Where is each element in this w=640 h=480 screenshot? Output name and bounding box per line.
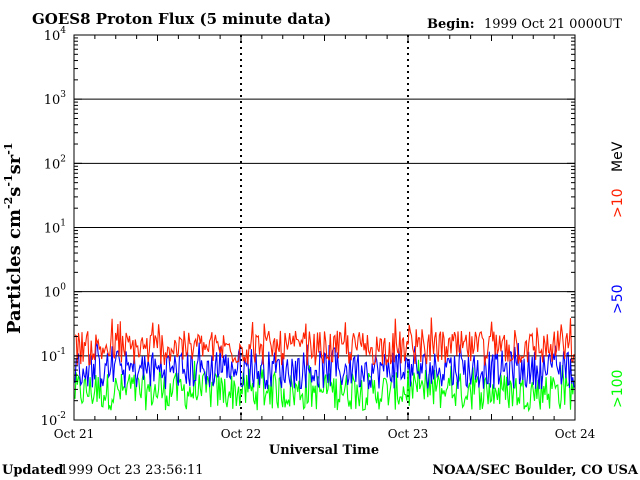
series-line xyxy=(74,317,575,366)
y-axis-ticks: 104 103 102 101 100 10-1 10-2 xyxy=(41,26,575,429)
chart-title: GOES8 Proton Flux (5 minute data) xyxy=(32,10,331,28)
y-tick-label: 10-2 xyxy=(41,411,66,429)
x-axis-ticks: Oct 21 Oct 22 Oct 23 Oct 24 xyxy=(54,35,596,441)
series-layer xyxy=(74,317,575,413)
y-axis-label-main: Particles cm xyxy=(4,209,25,334)
y-tick-label: 104 xyxy=(44,26,67,44)
y-tick-label: 103 xyxy=(44,90,67,108)
y-tick-label: 10-1 xyxy=(41,347,66,365)
legend-series-100: >100 xyxy=(610,370,626,408)
x-tick-label: Oct 23 xyxy=(388,427,428,441)
series-line xyxy=(74,341,575,390)
y-tick-label: 102 xyxy=(44,154,66,172)
y-axis-label-s: s xyxy=(4,187,25,197)
y-axis-label-sup3: -1 xyxy=(2,143,15,155)
grid-lines xyxy=(74,35,575,420)
legend-series-10: >10 xyxy=(610,188,626,218)
x-tick-label: Oct 21 xyxy=(54,427,94,441)
footer-updated-value: 1999 Oct 23 23:56:11 xyxy=(60,463,204,478)
footer-updated-label: Updated xyxy=(2,463,63,478)
y-axis-label-sup1: -2 xyxy=(2,197,15,209)
y-axis-label-sr: sr xyxy=(4,154,25,174)
legend-series-50: >50 xyxy=(610,284,626,314)
y-axis-label: Particles cm-2s-1sr-1 xyxy=(2,143,25,334)
x-axis-label: Universal Time xyxy=(269,443,379,458)
series-line xyxy=(74,359,575,413)
x-tick-label: Oct 22 xyxy=(221,427,261,441)
y-axis-label-sup2: -1 xyxy=(2,174,15,186)
x-tick-label: Oct 24 xyxy=(555,427,596,441)
legend-unit-mev: MeV xyxy=(610,141,626,172)
y-tick-label: 100 xyxy=(44,283,67,301)
begin-value: 1999 Oct 21 0000UT xyxy=(484,17,622,32)
begin-label: Begin: xyxy=(427,17,475,32)
footer-source: NOAA/SEC Boulder, CO USA xyxy=(432,463,639,478)
y-tick-label: 101 xyxy=(44,219,66,237)
